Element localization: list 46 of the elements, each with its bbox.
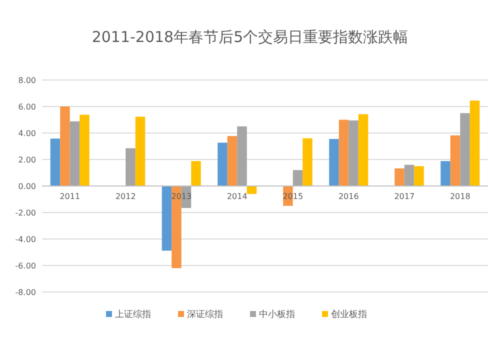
bar — [450, 135, 460, 186]
bar — [414, 166, 424, 186]
x-tick-label: 2012 — [115, 192, 136, 201]
bar — [292, 170, 303, 186]
bar — [338, 120, 349, 186]
x-tick-label: 2018 — [450, 192, 470, 201]
bar — [329, 138, 339, 186]
bar — [80, 114, 90, 186]
y-tick-label: -2.00 — [15, 208, 36, 218]
bar — [60, 106, 70, 186]
bar — [440, 161, 450, 186]
bar — [348, 120, 358, 186]
x-tick-label: 2016 — [338, 192, 359, 201]
y-tick-label: -4.00 — [15, 235, 36, 244]
y-tick-label: 8.00 — [18, 76, 36, 85]
y-tick-label: -6.00 — [15, 262, 36, 270]
bar — [246, 186, 257, 194]
bar — [302, 138, 312, 186]
bar — [70, 121, 80, 186]
y-tick-label: 4.00 — [18, 129, 36, 138]
y-tick-label: 0.00 — [18, 182, 36, 191]
bar — [358, 114, 368, 186]
bar — [50, 138, 60, 186]
legend-label: 深证综指 — [187, 309, 223, 320]
y-tick-label: -8.00 — [15, 288, 36, 297]
bar — [460, 113, 470, 186]
bar — [126, 148, 136, 186]
x-tick-label: 2017 — [394, 192, 415, 201]
chart-title: 2011-2018年春节后5个交易日重要指数涨跌幅 — [92, 28, 408, 46]
bar — [191, 161, 201, 186]
x-tick-label: 2014 — [226, 192, 248, 201]
bar — [404, 164, 414, 186]
legend-label: 中小板指 — [259, 309, 295, 320]
y-tick-label: 6.00 — [18, 102, 36, 112]
x-tick-label: 2011 — [60, 192, 80, 201]
bar — [394, 168, 404, 186]
bar — [227, 136, 238, 186]
bar — [470, 100, 480, 186]
bar — [237, 126, 247, 186]
x-tick-label: 2013 — [171, 192, 192, 201]
y-tick-label: 2.00 — [18, 156, 36, 164]
legend-label: 创业板指 — [331, 309, 367, 320]
bar — [162, 186, 172, 251]
bar — [135, 116, 146, 186]
bar — [218, 142, 228, 186]
legend-label: 上证综指 — [115, 309, 151, 320]
